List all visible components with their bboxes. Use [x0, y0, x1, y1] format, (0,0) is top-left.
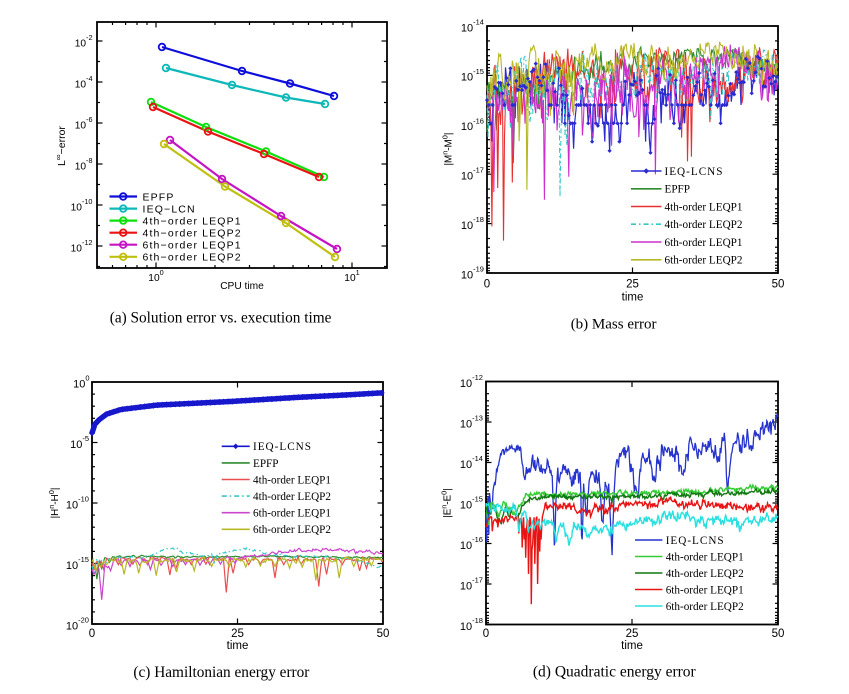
- svg-text:50: 50: [377, 628, 390, 640]
- svg-text:|En-E0|: |En-E0|: [440, 488, 454, 518]
- svg-text:EPFP: EPFP: [253, 458, 279, 470]
- svg-text:4th-order LEQP2: 4th-order LEQP2: [665, 219, 743, 231]
- svg-text:25: 25: [626, 279, 639, 291]
- svg-text:(c) Hamiltonian energy error: (c) Hamiltonian energy error: [133, 664, 309, 681]
- svg-text:(d) Quadratic energy error: (d) Quadratic energy error: [533, 663, 697, 680]
- svg-text:50: 50: [772, 628, 785, 640]
- svg-text:6th−order LEQP2: 6th−order LEQP2: [143, 252, 242, 264]
- svg-text:6th−order LEQP1: 6th−order LEQP1: [143, 240, 242, 252]
- svg-text:6th-order LEQP2: 6th-order LEQP2: [253, 524, 331, 536]
- svg-text:6th-order LEQP2: 6th-order LEQP2: [666, 601, 744, 613]
- svg-text:(b) Mass error: (b) Mass error: [571, 317, 657, 333]
- svg-text:time: time: [227, 640, 249, 652]
- svg-text:50: 50: [772, 279, 785, 291]
- svg-text:25: 25: [231, 628, 244, 640]
- svg-text:IEQ-LCNS: IEQ-LCNS: [666, 535, 725, 547]
- svg-text:(a) Solution error vs. executi: (a) Solution error vs. execution time: [110, 309, 332, 326]
- svg-text:time: time: [621, 640, 643, 652]
- svg-text:4th-order LEQP2: 4th-order LEQP2: [666, 568, 744, 580]
- svg-text:4th-order LEQP1: 4th-order LEQP1: [665, 201, 743, 213]
- svg-text:6th-order LEQP1: 6th-order LEQP1: [253, 508, 331, 520]
- svg-text:IEQ-LCNS: IEQ-LCNS: [665, 166, 724, 178]
- svg-text:6th-order LEQP2: 6th-order LEQP2: [665, 255, 743, 267]
- svg-text:0: 0: [483, 628, 489, 640]
- svg-text:|Mn-M0|: |Mn-M0|: [441, 133, 455, 166]
- svg-text:0: 0: [89, 628, 95, 640]
- svg-text:6th-order LEQP1: 6th-order LEQP1: [666, 584, 744, 596]
- svg-text:EPFP: EPFP: [143, 191, 175, 203]
- svg-text:time: time: [622, 292, 644, 304]
- svg-text:CPU time: CPU time: [220, 281, 264, 292]
- svg-text:4th-order LEQP2: 4th-order LEQP2: [253, 491, 331, 503]
- svg-text:IEQ-LCNS: IEQ-LCNS: [253, 441, 312, 453]
- svg-text:4th−order LEQP2: 4th−order LEQP2: [143, 228, 242, 240]
- svg-text:25: 25: [626, 628, 639, 640]
- svg-text:|Hn-H0|: |Hn-H0|: [47, 488, 61, 519]
- svg-text:4th−order LEQP1: 4th−order LEQP1: [143, 215, 242, 227]
- svg-text:0: 0: [484, 279, 490, 291]
- svg-text:6th-order LEQP1: 6th-order LEQP1: [665, 237, 743, 249]
- svg-text:4th-order LEQP1: 4th-order LEQP1: [253, 474, 331, 486]
- svg-text:EPFP: EPFP: [665, 184, 691, 196]
- svg-text:4th-order LEQP1: 4th-order LEQP1: [666, 551, 744, 563]
- svg-text:IEQ−LCN: IEQ−LCN: [143, 203, 196, 215]
